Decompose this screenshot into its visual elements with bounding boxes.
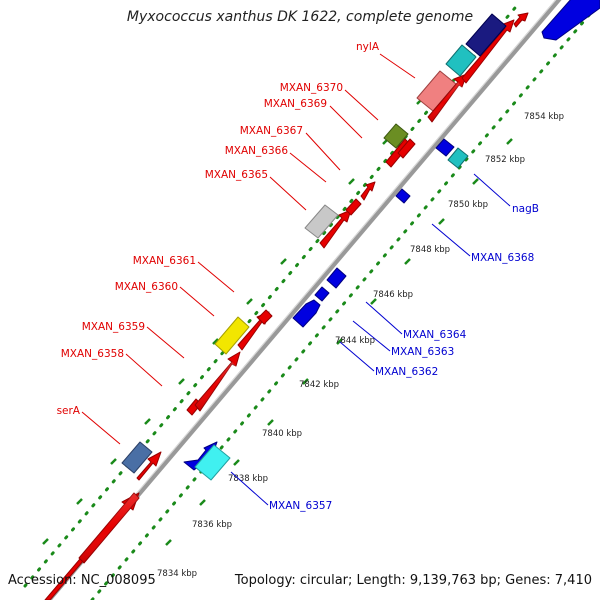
label-MXAN_6363: MXAN_6363: [391, 346, 454, 358]
label-MXAN_6364: MXAN_6364: [403, 329, 467, 341]
label-MXAN_6360: MXAN_6360: [115, 281, 178, 293]
forward-dotted-guide: [23, 0, 522, 588]
label-MXAN_6366: MXAN_6366: [225, 145, 289, 157]
label-MXAN_6358: MXAN_6358: [61, 348, 124, 360]
gene-MXAN_6357[interactable]: [194, 444, 231, 481]
label-nylA: nylA: [356, 41, 380, 53]
tick-label-7834: 7834 kbp: [157, 569, 197, 579]
gene-navy-top[interactable]: [465, 13, 507, 57]
label-MXAN_6367: MXAN_6367: [240, 125, 303, 137]
label-MXAN_6368: MXAN_6368: [471, 252, 534, 264]
gene-MXAN_6366[interactable]: [345, 198, 362, 216]
tick-label-7846: 7846 kbp: [373, 290, 413, 300]
label-MXAN_6365: MXAN_6365: [205, 169, 268, 181]
gene-MXAN_6360[interactable]: [214, 316, 250, 355]
tick-label-7840: 7840 kbp: [262, 429, 302, 439]
gene-serA[interactable]: [136, 451, 162, 481]
map-title: Myxococcus xanthus DK 1622, complete gen…: [126, 9, 474, 25]
gene-serA-blue[interactable]: [121, 441, 153, 474]
gene-MXAN_6362[interactable]: [292, 299, 321, 328]
gene-shading: [79, 82, 462, 563]
gene-red-tip-top[interactable]: [513, 12, 529, 28]
gene-MXAN_6364[interactable]: [326, 267, 347, 289]
topology-text: Topology: circular; Length: 9,139,763 bp…: [234, 573, 592, 588]
forward-leader-lines: [81, 53, 416, 445]
label-serA: serA: [57, 405, 81, 417]
gene-nagB[interactable]: [447, 147, 469, 169]
gene-blue-top-right[interactable]: [541, 0, 600, 41]
label-MXAN_6362: MXAN_6362: [375, 366, 438, 378]
gene-MXAN_6363[interactable]: [314, 286, 330, 302]
accession-text: Accession: NC_008095: [8, 573, 156, 588]
gene-MXAN_6365-grey[interactable]: [304, 204, 339, 239]
tick-label-7842: 7842 kbp: [299, 380, 339, 390]
label-MXAN_6357: MXAN_6357: [269, 500, 332, 512]
tick-label-7836: 7836 kbp: [192, 520, 232, 530]
gene-MXAN_6367[interactable]: [360, 181, 376, 201]
gene-cyan-top[interactable]: [445, 44, 477, 77]
tick-label-7852: 7852 kbp: [485, 155, 525, 165]
label-MXAN_6361: MXAN_6361: [133, 255, 196, 267]
label-MXAN_6369: MXAN_6369: [264, 98, 327, 110]
gene-MXAN_6365[interactable]: [319, 209, 352, 249]
reverse-leader-lines: [230, 173, 511, 506]
label-nagB: nagB: [512, 203, 539, 215]
tick-label-7848: 7848 kbp: [410, 245, 450, 255]
gene-MXAN_6361b[interactable]: [257, 309, 273, 325]
tick-label-7850: 7850 kbp: [448, 200, 488, 210]
gene-nagB-blue[interactable]: [435, 138, 455, 157]
tick-label-7844: 7844 kbp: [335, 336, 375, 346]
gene-MXAN_6370[interactable]: [397, 138, 416, 159]
reverse-dotted-guide: [90, 12, 592, 600]
reverse-genes: [183, 0, 600, 481]
tick-label-7838: 7838 kbp: [228, 474, 268, 484]
label-MXAN_6370: MXAN_6370: [280, 82, 343, 94]
gene-MXAN_6368[interactable]: [395, 188, 411, 204]
gene-MXAN_6369-green[interactable]: [383, 123, 409, 149]
label-MXAN_6359: MXAN_6359: [82, 321, 145, 333]
tick-label-7854: 7854 kbp: [524, 112, 564, 122]
